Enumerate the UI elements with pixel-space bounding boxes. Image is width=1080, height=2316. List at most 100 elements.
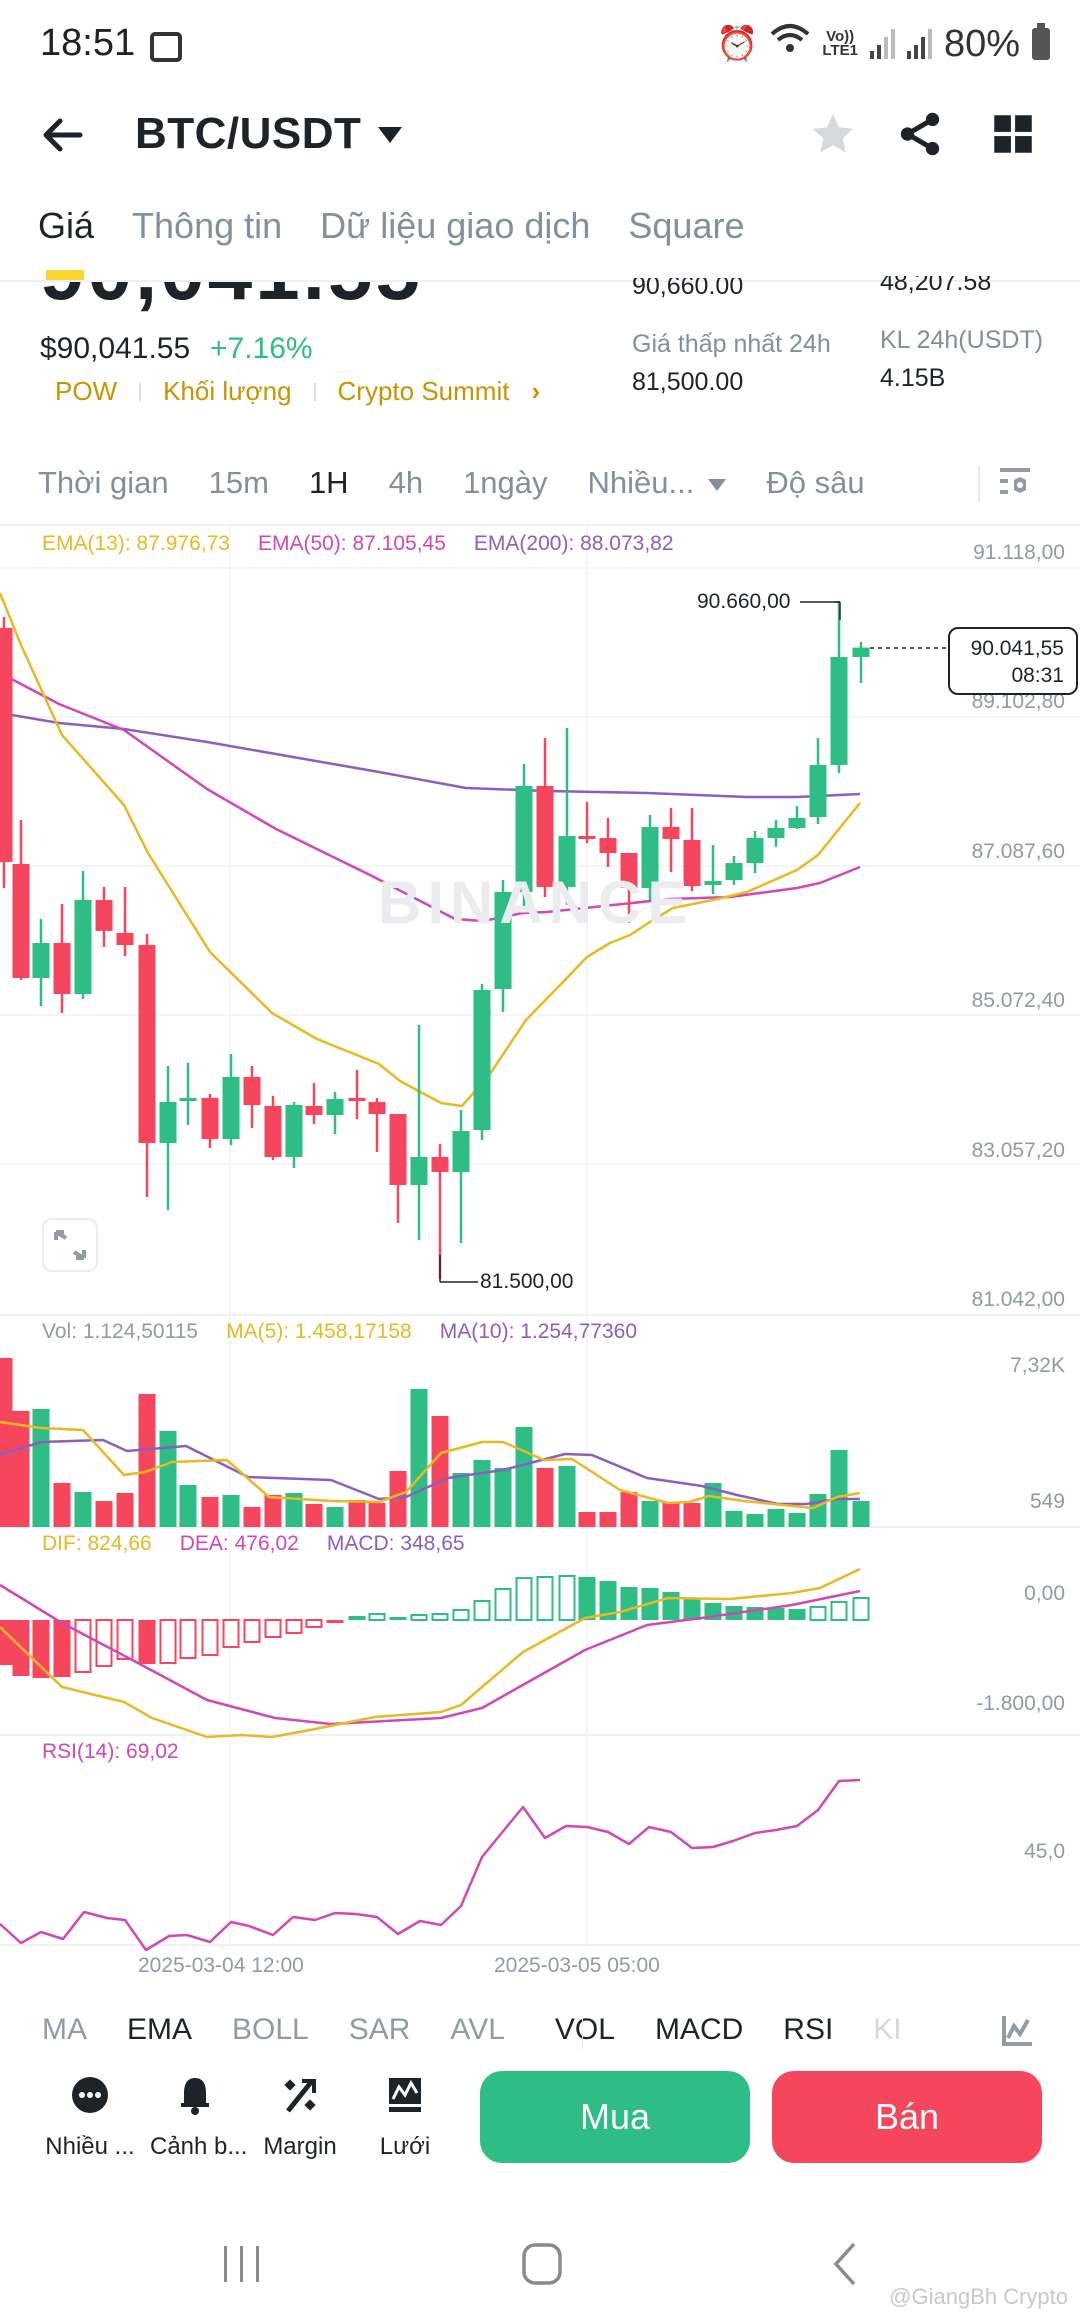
status-time: 18:51 — [40, 22, 136, 64]
volume-axis-min: 549 — [1029, 1490, 1065, 1513]
status-icons: ⏰ Vo)) LTE1 80% — [716, 22, 1050, 66]
price-change-percent: +7.16% — [210, 332, 313, 365]
timeframe-15m[interactable]: 15m — [208, 465, 269, 500]
price-accent-mark — [46, 270, 84, 280]
indicator-avl[interactable]: AVL — [450, 2013, 505, 2046]
gallery-notification-icon — [150, 32, 182, 62]
price-chart[interactable] — [0, 0, 1080, 1990]
indicator-boll[interactable]: BOLL — [232, 2013, 309, 2046]
timeframe-1h[interactable]: 1H — [308, 465, 349, 500]
more-actions-button[interactable]: Nhiều ... — [45, 2075, 135, 2161]
system-nav-bar — [0, 2232, 1080, 2292]
high-marker-label: 90.660,00 — [697, 590, 791, 613]
last-price-large: 90,041.55 — [40, 227, 423, 316]
y-axis-label: 83.057,20 — [971, 1139, 1065, 1162]
tab-info[interactable]: Thông tin — [132, 205, 283, 246]
bell-icon — [175, 2075, 215, 2115]
recent-apps-icon[interactable] — [220, 2242, 264, 2291]
tag-pow[interactable]: POW — [55, 376, 118, 406]
tag-list: POW Khối lượng Crypto Summit › — [55, 376, 540, 407]
tab-price[interactable]: Giá — [38, 205, 95, 246]
volte-indicator: Vo)) LTE1 — [822, 28, 858, 59]
high-24h-value: 90,660.00 — [632, 272, 744, 300]
indicator-ma[interactable]: MA — [42, 2013, 87, 2046]
pair-selector[interactable]: BTC/USDT — [135, 109, 362, 158]
y-axis-label: 91.118,00 — [973, 541, 1065, 564]
rsi-legend: RSI(14): 69,02 — [42, 1740, 179, 1764]
indicator-sar[interactable]: SAR — [348, 2013, 411, 2046]
signal-1-icon — [869, 29, 895, 59]
timeframe-bar: Thời gian 15m 1H 4h 1ngày Nhiều... Độ sâ… — [38, 465, 905, 501]
vol-btc-24h-value: 48,207.58 — [880, 268, 992, 296]
volume-legend: Vol: 1.124,50115 MA(5): 1.458,17158 MA(1… — [42, 1320, 637, 1344]
macd-axis-zero: 0,00 — [1024, 1582, 1065, 1605]
ema13-value: EMA(13): 87.976,73 — [42, 532, 230, 555]
vol-usdt-24h-value: 4.15B — [880, 364, 946, 392]
timeframe-time[interactable]: Thời gian — [38, 465, 169, 500]
macd-dif-value: DIF: 824,66 — [42, 1532, 152, 1555]
volume-value: Vol: 1.124,50115 — [42, 1320, 199, 1343]
vol-usdt-24h-label: KL 24h(USDT) — [880, 326, 1044, 354]
buy-button[interactable]: Mua — [480, 2071, 750, 2163]
fullscreen-button[interactable] — [42, 1218, 98, 1272]
volume-ma5-value: MA(5): 1.458,17158 — [226, 1320, 412, 1343]
more-icon — [70, 2075, 110, 2115]
low-marker-label: 81.500,00 — [480, 1270, 574, 1293]
indicator-macd[interactable]: MACD — [654, 2013, 744, 2046]
y-axis-label: 81.042,00 — [971, 1288, 1065, 1311]
indicator-vol[interactable]: VOL — [554, 2013, 615, 2046]
caret-down-icon — [708, 478, 727, 491]
indicator-divider — [582, 2016, 583, 2050]
chevron-right-icon[interactable]: › — [531, 376, 541, 406]
back-nav-icon[interactable] — [830, 2240, 860, 2293]
header-divider — [0, 280, 1080, 282]
chart-settings-icon[interactable] — [998, 466, 1034, 502]
ema50-value: EMA(50): 87.105,45 — [257, 532, 446, 555]
grid-layout-icon[interactable] — [988, 109, 1038, 159]
usd-price: $90,041.55 — [40, 332, 191, 365]
tab-trading-data[interactable]: Dữ liệu giao dịch — [320, 205, 591, 246]
back-button[interactable] — [40, 113, 84, 163]
indicator-rsi[interactable]: RSI — [783, 2013, 834, 2046]
low-24h-value: 81,500.00 — [632, 368, 744, 396]
battery-icon — [1032, 23, 1050, 60]
rsi-value: RSI(14): 69,02 — [42, 1740, 179, 1763]
expand-icon — [54, 1230, 86, 1260]
macd-dea-value: DEA: 476,02 — [179, 1532, 299, 1555]
tab-square[interactable]: Square — [628, 205, 745, 246]
y-axis-label: 85.072,40 — [971, 989, 1065, 1012]
y-axis-label: 87.087,60 — [971, 840, 1065, 863]
volume-ma10-value: MA(10): 1.254,77360 — [439, 1320, 638, 1343]
wifi-icon — [770, 22, 810, 66]
ema200-value: EMA(200): 88.073,82 — [473, 532, 674, 555]
user-watermark: @GiangBh Crypto — [889, 2284, 1068, 2309]
last-price-tag: 90.041,55 08:31 — [948, 627, 1078, 695]
depth-tab[interactable]: Độ sâu — [766, 465, 865, 500]
back-arrow-icon — [43, 118, 83, 152]
binance-watermark: BINANCE — [378, 869, 694, 936]
home-icon[interactable] — [520, 2242, 564, 2291]
grid-trading-button[interactable]: Lưới — [360, 2075, 450, 2161]
low-24h-label: Giá thấp nhất 24h — [632, 330, 831, 358]
timeframe-4h[interactable]: 4h — [388, 465, 424, 500]
sell-button[interactable]: Bán — [772, 2071, 1042, 2163]
tag-separator — [139, 382, 142, 401]
tag-volume[interactable]: Khối lượng — [163, 376, 292, 406]
indicator-ema[interactable]: EMA — [127, 2013, 193, 2046]
tag-separator — [313, 382, 316, 401]
grid-trading-icon — [385, 2075, 425, 2115]
alert-button[interactable]: Cảnh b... — [150, 2075, 247, 2161]
margin-button[interactable]: Margin — [255, 2075, 345, 2161]
indicator-settings-icon[interactable] — [1000, 2014, 1034, 2053]
favorite-star-icon[interactable] — [808, 109, 858, 159]
share-icon[interactable] — [895, 109, 945, 159]
timeframe-1d[interactable]: 1ngày — [463, 465, 548, 500]
toolbar-divider — [978, 466, 980, 502]
x-axis-date: 2025-03-05 05:00 — [494, 1954, 660, 1977]
page-tabs: Giá Thông tin Dữ liệu giao dịch Square — [38, 205, 744, 247]
caret-down-icon[interactable] — [378, 127, 402, 143]
timeframe-more[interactable]: Nhiều... — [588, 465, 727, 501]
indicator-kdj[interactable]: KI — [873, 2013, 902, 2046]
tag-crypto-summit[interactable]: Crypto Summit — [337, 376, 510, 406]
y-axis-label: 89.102,80 — [971, 690, 1065, 713]
